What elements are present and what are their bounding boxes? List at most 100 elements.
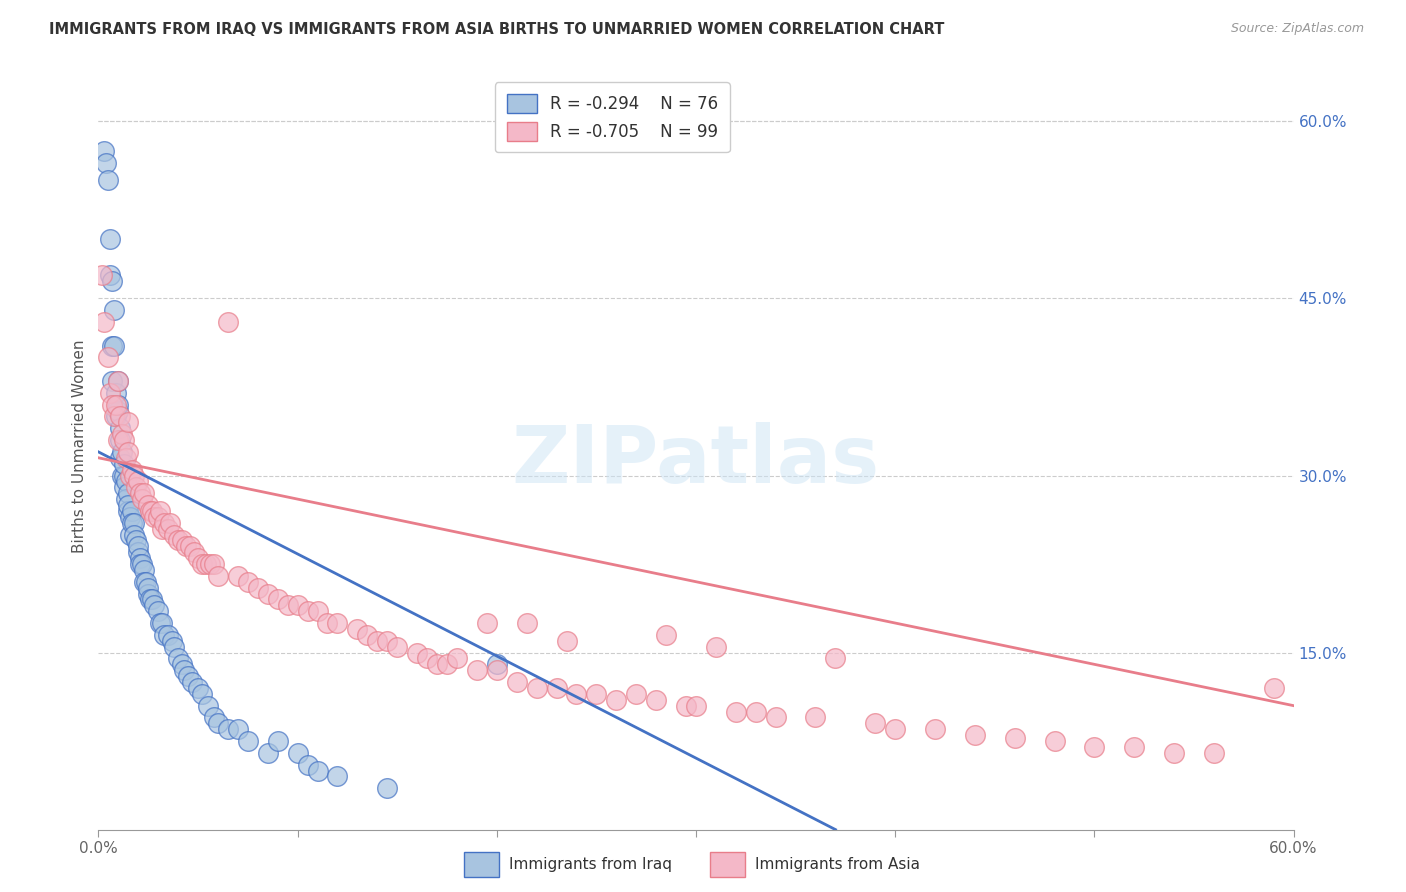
Y-axis label: Births to Unmarried Women: Births to Unmarried Women [72,339,87,553]
Point [129,486,152,500]
Point [655,628,678,642]
Legend: R = -0.294    N = 76, R = -0.705    N = 99: R = -0.294 N = 76, R = -0.705 N = 99 [495,82,730,153]
Point [107,403,129,417]
Point [385,640,409,654]
Point [187,551,209,566]
Point [111,445,134,459]
Point [103,339,125,353]
Point [207,716,229,731]
Point [124,468,146,483]
Point [148,509,170,524]
Point [129,557,152,571]
Point [125,533,148,548]
Point [91,268,114,282]
Point [157,522,180,536]
Point [98,385,122,400]
Point [465,663,488,677]
Point [297,604,319,618]
Point [110,433,132,447]
Point [297,757,319,772]
Point [436,657,458,672]
Point [191,687,214,701]
Point [745,705,768,719]
Point [1004,731,1026,745]
Point [105,385,128,400]
Point [148,604,170,618]
Point [366,633,388,648]
Point [1163,746,1185,760]
Point [375,633,398,648]
Point [117,498,139,512]
Point [120,468,142,483]
Point [139,592,162,607]
Point [516,615,538,630]
Point [416,651,439,665]
Point [307,604,329,618]
Point [121,504,143,518]
Point [181,675,204,690]
Point [226,569,249,583]
Point [115,450,138,465]
Point [198,557,221,571]
Point [136,498,159,512]
Point [134,563,156,577]
Point [356,628,378,642]
Point [135,574,157,589]
Point [217,315,239,329]
Point [555,633,578,648]
Point [267,592,290,607]
Point [159,516,181,530]
Point [107,398,129,412]
Point [107,433,129,447]
Point [177,669,200,683]
Point [675,698,697,713]
Point [585,687,607,701]
Point [134,486,156,500]
Point [326,615,349,630]
Point [107,374,129,388]
Point [202,557,225,571]
Point [120,527,142,541]
Point [167,651,190,665]
Text: Immigrants from Iraq: Immigrants from Iraq [509,857,672,871]
Point [117,504,139,518]
Point [101,274,124,288]
Point [287,746,309,760]
Point [121,462,143,476]
Point [153,628,176,642]
Point [704,640,727,654]
Point [93,315,115,329]
Point [191,557,214,571]
Point [107,374,129,388]
Point [103,409,125,424]
Point [287,599,309,613]
Point [172,533,194,548]
Point [149,504,172,518]
Point [136,581,159,595]
Point [1123,739,1146,754]
Point [202,710,225,724]
Text: ZIPatlas: ZIPatlas [512,422,880,500]
Point [120,509,142,524]
Point [117,445,139,459]
Point [207,569,229,583]
Point [1263,681,1285,695]
Point [824,651,846,665]
Point [141,504,163,518]
Point [115,492,138,507]
Point [129,551,152,566]
Point [884,723,907,737]
Point [112,457,135,471]
Point [112,480,135,494]
Point [127,539,149,553]
Point [141,592,163,607]
Point [724,705,747,719]
Point [195,557,218,571]
Point [112,468,135,483]
Point [101,398,124,412]
Point [101,374,124,388]
Point [236,734,259,748]
Point [105,398,128,412]
Point [96,155,118,169]
Point [765,710,787,724]
